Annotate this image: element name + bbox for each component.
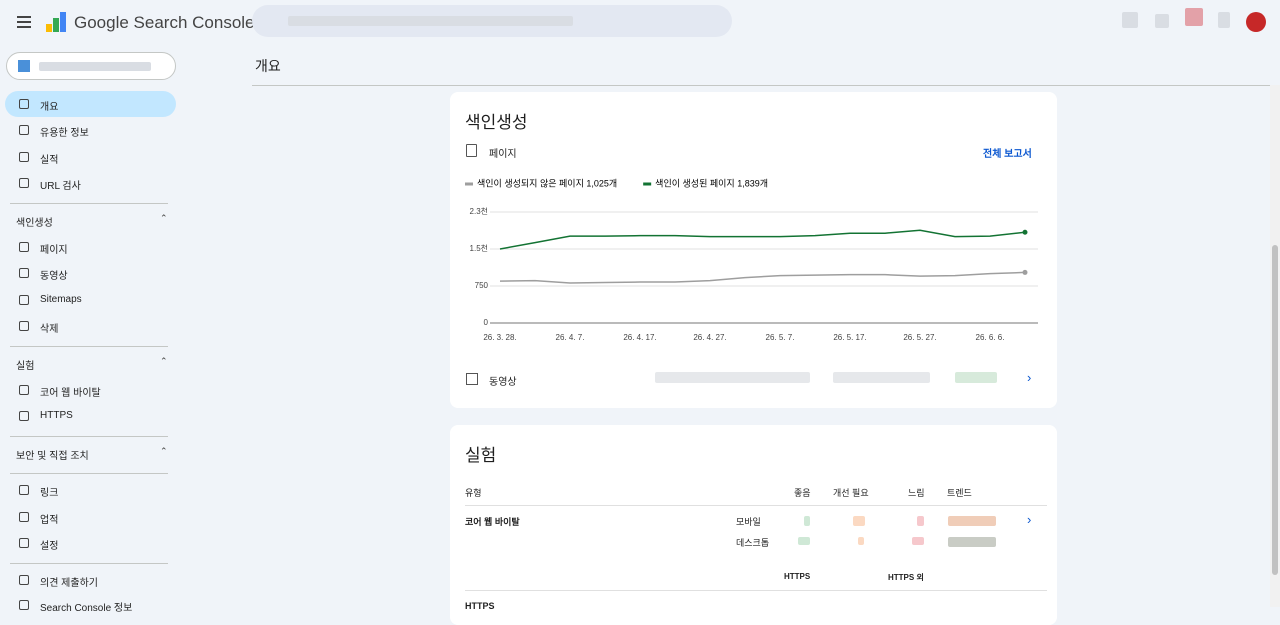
divider	[465, 590, 1047, 591]
nav-item[interactable]: 페이지	[40, 245, 68, 256]
nav-divider	[10, 346, 168, 347]
col-header: HTTPS	[784, 572, 811, 581]
nav-icon	[19, 600, 29, 610]
icon	[466, 144, 477, 157]
nav-icon	[19, 575, 29, 585]
row-arrow[interactable]: ›	[1027, 370, 1032, 385]
logo	[46, 12, 66, 32]
nav-icon	[19, 321, 29, 331]
icon	[466, 373, 478, 385]
avatar[interactable]	[1246, 12, 1266, 32]
experience-card: 실험 유형 좋음 개선 필요 느림 트렌드 코어 웹 바이탈 모바일 데스크톱 …	[450, 425, 1057, 625]
device-label: 데스크톱	[736, 538, 770, 548]
page-title: 개요	[255, 58, 281, 74]
col-header: HTTPS 외	[888, 573, 924, 582]
col-header: 개선 필요	[833, 488, 869, 498]
video-label: 동영상	[489, 377, 517, 388]
nav-chevron: ⌃	[160, 446, 168, 456]
indexing-card: 색인생성 페이지 전체 보고서 동영상 ›	[450, 92, 1057, 408]
full-report-link[interactable]: 전체 보고서	[983, 149, 1032, 160]
property-selector[interactable]	[6, 52, 176, 80]
nav-item[interactable]: 설정	[40, 541, 59, 552]
nav-item[interactable]: 실적	[40, 155, 59, 166]
nav-item[interactable]: 의견 제출하기	[40, 578, 98, 589]
nav-divider	[10, 473, 168, 474]
search-box[interactable]	[252, 5, 732, 37]
pages-label: 페이지	[489, 149, 517, 160]
col-header: 좋음	[794, 488, 811, 498]
nav-divider	[10, 436, 168, 437]
product-name: Google Search Console	[74, 13, 255, 32]
nav-icon	[19, 512, 29, 522]
nav-icon	[19, 268, 29, 278]
menu-button[interactable]	[17, 16, 31, 18]
nav-icon	[19, 242, 29, 252]
card-title: 실험	[465, 446, 497, 465]
nav-divider	[10, 563, 168, 564]
nav-item[interactable]: 업적	[40, 515, 59, 526]
nav-chevron: ⌃	[160, 356, 168, 366]
col-header: 느림	[908, 488, 925, 498]
col-header: 트렌드	[947, 488, 972, 498]
divider	[252, 85, 1280, 86]
nav-divider	[10, 203, 168, 204]
nav-chevron: ⌃	[160, 213, 168, 223]
nav-item[interactable]: 링크	[40, 488, 59, 499]
nav-icon	[19, 125, 29, 135]
nav-icon	[19, 538, 29, 548]
divider	[465, 505, 1047, 506]
nav-icon	[19, 178, 29, 188]
nav-item[interactable]: 유용한 정보	[40, 128, 89, 139]
nav-active	[5, 91, 176, 117]
nav-section[interactable]: 보안 및 직접 조치	[16, 451, 89, 462]
scrollbar	[1270, 85, 1280, 607]
nav-icon	[19, 152, 29, 162]
nav-icon	[19, 99, 29, 109]
nav-icon	[19, 385, 29, 395]
page: Google Search Console 개요 유용한 정보 실적 URL 검사 색인…	[5, 5, 1280, 625]
nav-item[interactable]: 삭제	[40, 324, 59, 335]
nav-icon	[19, 485, 29, 495]
nav-item[interactable]: 코어 웹 바이탈	[40, 388, 101, 399]
nav-item[interactable]: HTTPS	[40, 410, 73, 421]
nav-section[interactable]: 색인생성	[16, 218, 53, 229]
nav-icon	[19, 411, 29, 421]
row-arrow[interactable]: ›	[1027, 512, 1032, 527]
nav-item[interactable]: URL 검사	[40, 181, 81, 192]
nav-item[interactable]: 동영상	[40, 271, 68, 282]
card-title: 색인생성	[465, 113, 528, 132]
col-header: 유형	[465, 488, 482, 498]
nav-section[interactable]: 실험	[16, 361, 35, 372]
nav-icon	[19, 295, 29, 305]
row-label: 코어 웹 바이탈	[465, 517, 520, 527]
nav-item[interactable]: 개요	[40, 102, 59, 113]
device-label: 모바일	[736, 517, 761, 527]
nav-item[interactable]: Sitemaps	[40, 294, 82, 305]
row-label: HTTPS	[465, 601, 495, 611]
